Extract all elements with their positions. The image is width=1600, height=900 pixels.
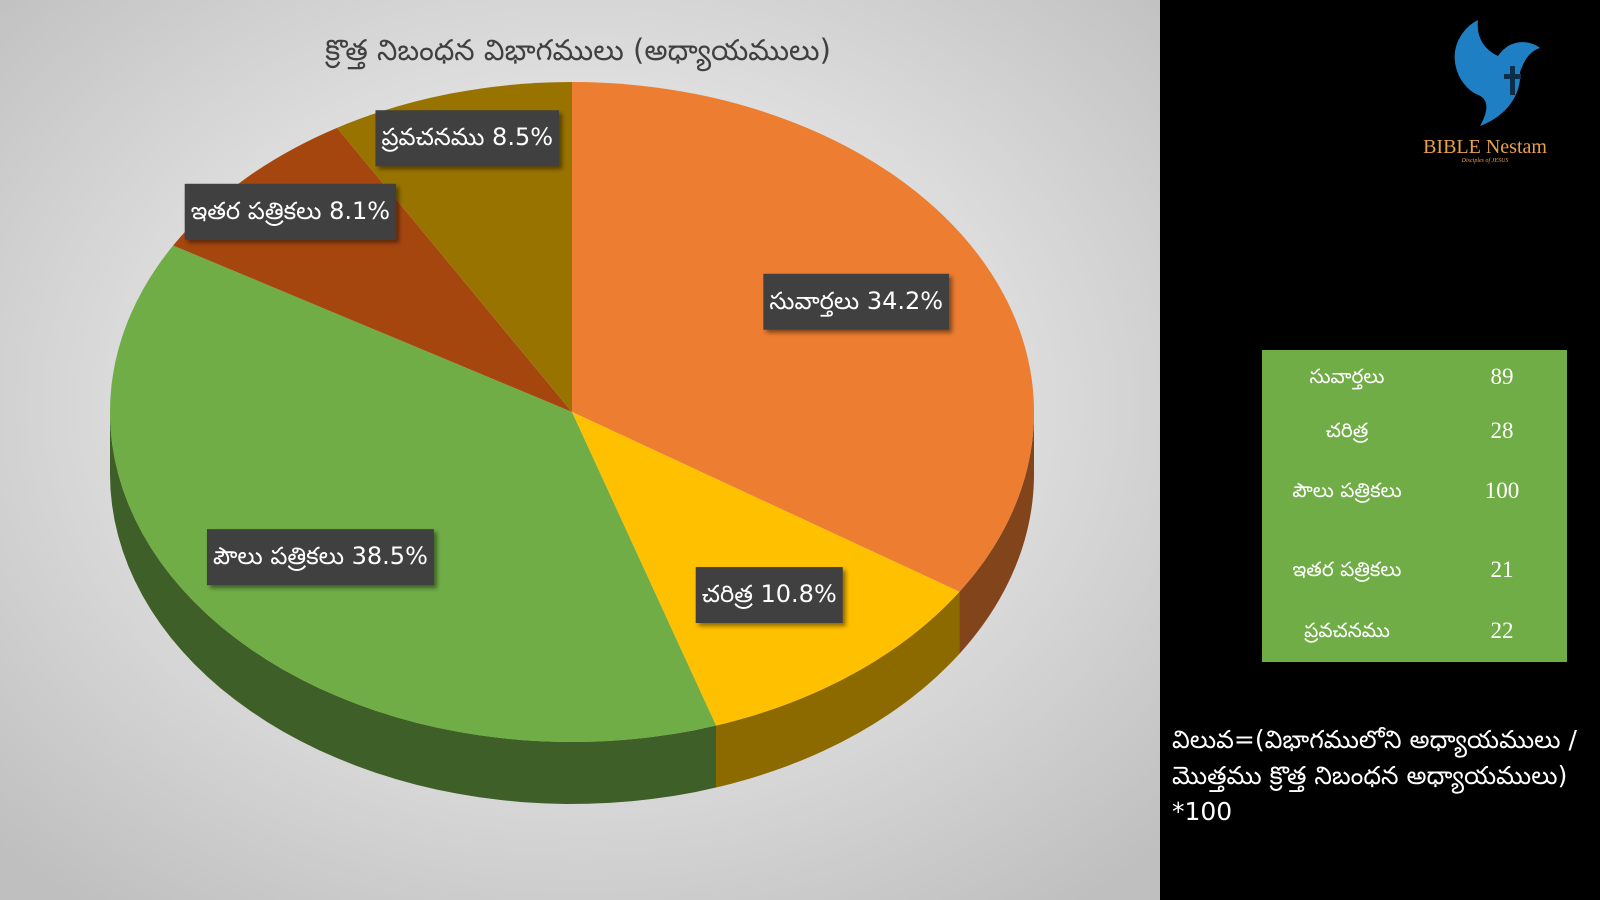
table-label: చరిత్ర — [1325, 418, 1369, 442]
data-label-box — [763, 273, 950, 330]
side-panel: BIBLE Nestam Disciples of JESUS సువార్తల… — [1160, 0, 1600, 900]
table-label: సువార్తలు — [1309, 364, 1385, 388]
slice — [572, 82, 1034, 592]
data-label: ఇతర పత్రికలు 8.1% — [184, 183, 397, 240]
data-label: ప్రవచనము 8.5% — [375, 110, 560, 167]
logo-icon — [1454, 20, 1540, 126]
label-category: చరిత్ర — [702, 580, 753, 609]
table-value: 22 — [1490, 618, 1514, 643]
slice-side — [110, 412, 717, 804]
label-category: ఇతర పత్రికలు — [191, 197, 322, 226]
data-label-text: ఇతర పత్రికలు 8.1% — [191, 197, 390, 226]
label-value: 38.5% — [352, 542, 428, 570]
data-label-box — [695, 567, 843, 624]
data-label-box — [375, 110, 560, 167]
logo-tagline: Disciples of JESUS — [1461, 158, 1509, 164]
data-label-box — [184, 183, 397, 240]
table-value: 28 — [1490, 418, 1514, 443]
label-category: పౌలు పత్రికలు — [213, 542, 344, 571]
table-value: 100 — [1484, 478, 1520, 503]
table-label: ఇతర పత్రికలు — [1292, 557, 1402, 581]
table-label: పౌలు పత్రికలు — [1292, 478, 1402, 502]
data-label-text: ప్రవచనము 8.5% — [381, 123, 553, 152]
label-value: 10.8% — [761, 580, 837, 608]
pie: సువార్తలు 34.2% చరిత్ర 10.8% పౌలు పత్రికలు… — [110, 82, 1034, 804]
chart-title: క్రొత్త నిబంధన విభాగములు (అధ్యాయములు) — [324, 33, 831, 72]
data-label-text: సువార్తలు 34.2% — [769, 287, 943, 317]
table-value: 21 — [1490, 557, 1514, 582]
table-value: 89 — [1490, 364, 1514, 389]
table: సువార్తలు 89 చరిత్ర 28 పౌలు పత్రికలు 100 ఇతర ప… — [1262, 350, 1567, 662]
label-value: 34.2% — [867, 287, 943, 315]
label-category: ప్రవచనము — [381, 123, 484, 152]
formula-note: విలువ=(విభాగములోని అధ్యాయములు / మొత్తము … — [1172, 725, 1577, 826]
table-label: ప్రవచనము — [1304, 618, 1390, 642]
slice-side — [716, 591, 960, 788]
data-label-text: పౌలు పత్రికలు 38.5% — [213, 542, 428, 571]
logo-name: BIBLE Nestam — [1423, 136, 1547, 158]
data-label: చరిత్ర 10.8% — [695, 567, 843, 624]
data-label-text: చరిత్ర 10.8% — [702, 580, 837, 609]
label-category: సువార్తలు — [769, 287, 859, 317]
data-label: పౌలు పత్రికలు 38.5% — [206, 529, 434, 586]
label-value: 8.5% — [492, 123, 553, 151]
data-label-box — [206, 529, 434, 586]
slice-side — [959, 412, 1034, 654]
label-value: 8.1% — [329, 197, 390, 225]
data-label: సువార్తలు 34.2% — [763, 273, 950, 330]
slice — [110, 245, 717, 743]
chart: క్రొత్త నిబంధన విభాగములు (అధ్యాయములు) సు… — [0, 0, 1160, 900]
